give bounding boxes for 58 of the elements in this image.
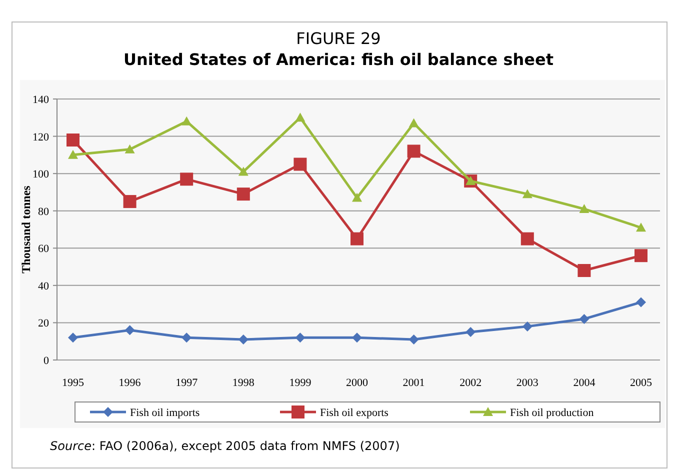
x-tick-label: 1999 (289, 377, 312, 389)
point (182, 332, 192, 343)
chart-title: FIGURE 29 (296, 29, 381, 48)
x-tick-label: 2004 (573, 377, 596, 389)
legend-label: Fish oil exports (320, 407, 388, 419)
point (182, 116, 192, 126)
y-tick-label: 0 (44, 355, 50, 367)
point (522, 189, 532, 198)
point (522, 321, 532, 332)
point (123, 195, 136, 208)
y-tick-label: 140 (32, 94, 50, 106)
point (578, 264, 591, 278)
point (407, 144, 420, 158)
point (295, 332, 306, 343)
x-tick-label: 2002 (460, 377, 482, 389)
point (579, 204, 590, 213)
x-tick-label: 2003 (516, 377, 539, 389)
point (636, 297, 646, 308)
point (238, 334, 248, 344)
y-axis-title: Thousand tonnes (19, 185, 33, 274)
x-tick-label: 2000 (346, 377, 368, 389)
x-tick-label: 2001 (402, 377, 425, 389)
point (634, 249, 648, 262)
x-tick-label: 1997 (176, 377, 198, 389)
x-tick-label: 1996 (118, 377, 142, 389)
point (636, 222, 646, 232)
point (466, 176, 476, 186)
point (579, 314, 590, 324)
x-tick-label: 1995 (62, 377, 84, 389)
point (408, 118, 419, 128)
point (352, 192, 362, 202)
y-tick-label: 100 (32, 168, 50, 181)
point (295, 112, 306, 122)
point (408, 334, 419, 344)
legend-label: Fish oil production (510, 407, 594, 419)
point (352, 332, 362, 343)
point (124, 144, 135, 154)
source-note: Source: FAO (2006a), except 2005 data from NMFS (2007) (50, 439, 400, 453)
point (236, 188, 250, 201)
y-tick-label: 120 (32, 131, 50, 144)
point (66, 134, 80, 147)
point (180, 172, 194, 186)
point (68, 150, 78, 159)
legend-label: Fish oil imports (130, 407, 200, 419)
point (238, 166, 248, 176)
point (294, 158, 307, 171)
point (124, 325, 135, 336)
x-tick-label: 2005 (630, 377, 652, 389)
y-tick-label: 40 (38, 280, 50, 292)
x-tick-label: 1998 (232, 377, 255, 389)
y-tick-label: 60 (38, 243, 50, 256)
point (68, 332, 78, 343)
point (520, 232, 534, 246)
y-tick-label: 80 (38, 206, 50, 218)
chart-subtitle: United States of America: fish oil balance sheet (124, 50, 554, 69)
point (350, 232, 364, 246)
y-tick-label: 20 (38, 318, 50, 330)
point (466, 327, 476, 338)
